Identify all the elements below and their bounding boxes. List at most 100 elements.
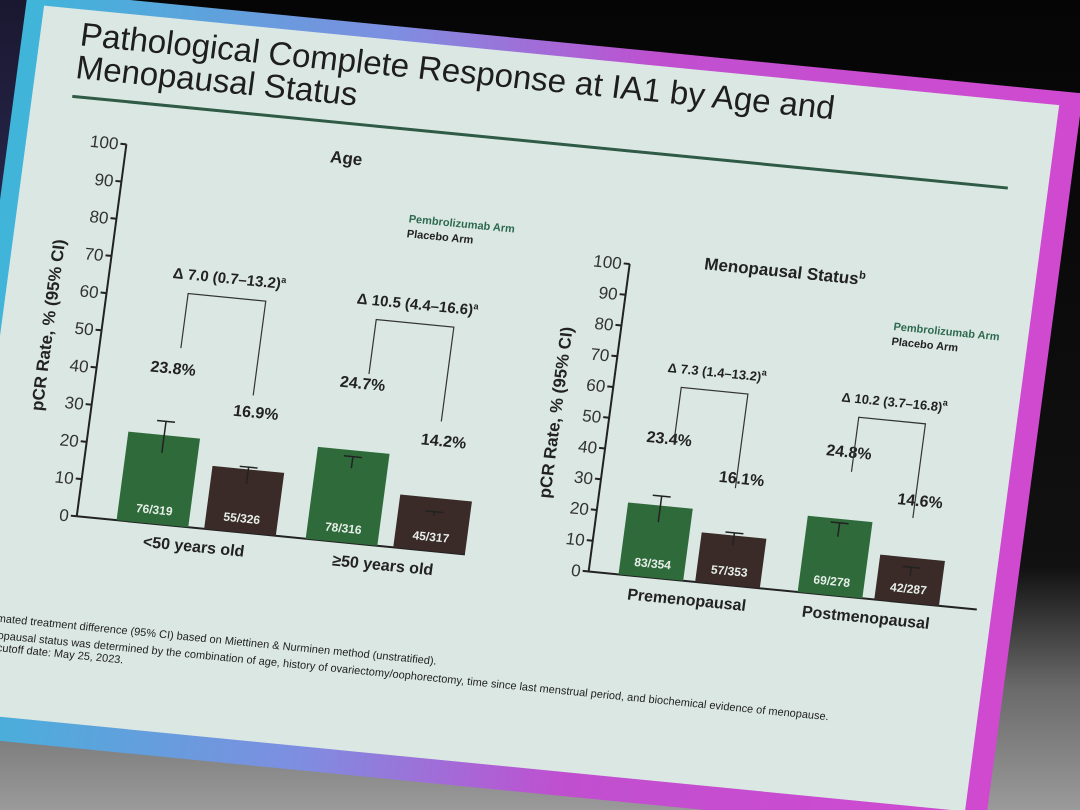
bar-placebo [874,554,945,606]
y-tick [90,365,97,369]
error-bar [161,421,167,454]
y-tick [619,293,626,296]
y-tick [70,514,77,518]
error-bar [909,567,913,576]
y-tick-label: 50 [73,319,94,340]
bar-value-label: 23.8% [149,359,196,380]
y-tick-label: 10 [565,529,586,550]
y-tick-label: 70 [83,244,104,265]
error-bar-cap [425,510,444,514]
bar-n-label: 57/353 [710,562,749,579]
difference-bracket [180,292,267,396]
bar-n-label: 45/317 [412,528,451,545]
difference-annotation: Δ 10.2 (3.7–16.8)a [841,388,950,415]
y-tick-label: 20 [59,430,80,451]
y-tick [603,416,610,419]
error-bar [732,532,736,546]
y-tick [623,262,630,266]
bar-value-label: 23.4% [646,429,693,450]
bar-value-label: 14.2% [420,431,467,452]
error-bar-cap [343,455,362,459]
error-bar-cap [902,565,921,569]
y-tick-label: 80 [88,207,109,228]
y-tick-label: 70 [589,345,610,366]
annotation-superscript: a [942,397,949,408]
bar-value-label: 24.8% [825,442,872,463]
y-tick-label: 30 [64,393,85,414]
error-bar [657,496,663,523]
difference-bracket [368,318,455,422]
bar-pembrolizumab [116,431,201,528]
y-tick [115,179,122,183]
age-chart: pCR Rate, % (95% CI) 0 10 20 30 40 50 60 70 80 90 1… [27,132,515,579]
y-tick [611,354,618,358]
y-tick [75,477,82,481]
legend-placebo: Placebo Arm [406,228,474,246]
y-tick [586,539,593,542]
difference-annotation: Δ 10.5 (4.4–16.6)a [356,290,480,320]
error-bar-cap [725,531,744,535]
bar-pembrolizumab [618,502,693,581]
y-tick-label: 40 [68,356,89,377]
y-tick-label: 50 [581,406,602,427]
y-tick-label: 80 [593,314,614,335]
bar-n-label: 76/319 [135,501,174,518]
menopausal-chart-panel: pCR Rate, % (95% CI) 0 10 20 30 40 50 60 70 80 90 1… [509,178,1038,685]
category-label: Postmenopausal [801,604,931,633]
bar-pembrolizumab [305,446,390,546]
y-tick [105,254,112,257]
y-tick [598,446,606,450]
bar-placebo [393,494,472,555]
y-tick-label: 10 [54,468,75,489]
menopausal-chart: pCR Rate, % (95% CI) 0 10 20 30 40 50 60 70 80 90 1… [535,252,1000,633]
annotation-superscript: a [281,275,288,286]
annotation-superscript: a [761,367,768,378]
y-tick [80,440,87,443]
difference-annotation: Δ 7.0 (0.7–13.2)a [172,264,288,293]
difference-annotation: Δ 7.3 (1.4–13.2)a [667,358,769,385]
error-bar-cap [652,494,671,498]
y-tick-label: 60 [585,375,606,396]
error-bar [245,467,250,484]
legend-placebo: Placebo Arm [891,336,959,354]
bar-n-label: 42/287 [889,580,928,597]
bar-placebo [695,532,767,589]
error-bar [837,522,841,537]
bar-n-label: 78/316 [324,520,363,537]
bar-value-label: 24.7% [339,374,386,395]
age-chart-panel: pCR Rate, % (95% CI) 0 10 20 30 40 50 60 70 80 90 1… [0,127,546,637]
difference-bracket [850,416,927,519]
chart-title: Age [329,147,363,169]
y-tick-label: 100 [592,252,623,274]
y-tick [590,508,597,511]
bar-value-label: 14.6% [896,491,943,512]
slide: Pathological Complete Response at IA1 by… [0,5,1060,810]
y-tick [95,328,102,332]
y-tick-label: 40 [577,437,598,458]
y-axis-label: pCR Rate, % (95% CI) [535,326,577,499]
y-axis-label: pCR Rate, % (95% CI) [27,238,69,411]
y-tick-label: 0 [58,506,70,526]
y-tick-label: 0 [570,561,582,581]
category-label: ≥50 years old [331,552,434,579]
bar-n-label: 69/278 [813,573,852,590]
category-label: Premenopausal [626,586,747,614]
y-tick [594,477,602,481]
chart-title: Menopausal Statusb [703,254,867,289]
bar-n-label: 83/354 [634,555,673,572]
y-tick [110,217,117,220]
y-tick-label: 100 [89,132,120,154]
bar-placebo [204,465,285,536]
y-tick-label: 60 [78,282,99,303]
category-label: <50 years old [142,534,246,561]
y-tick-label: 90 [93,170,114,191]
y-tick [100,291,107,295]
difference-bracket [673,386,749,489]
annotation-superscript: a [473,301,480,312]
bar-n-label: 55/326 [223,510,262,527]
y-tick-label: 90 [597,283,618,304]
error-bar-cap [239,465,258,469]
y-tick [120,142,127,146]
